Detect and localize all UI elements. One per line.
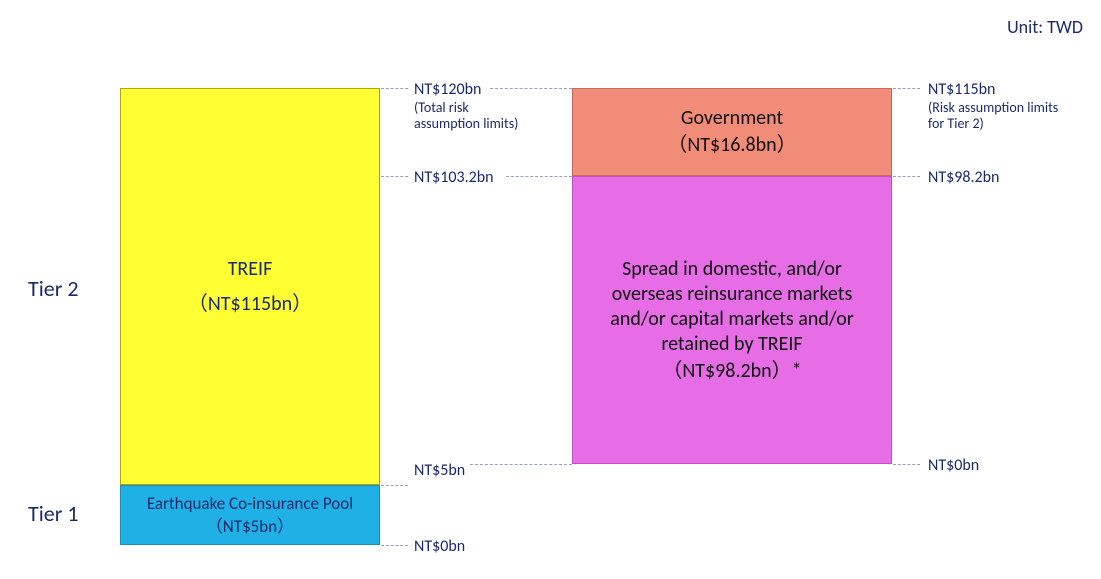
dash-line	[490, 88, 572, 89]
dash-line	[893, 464, 920, 465]
pool-amount: （NT$5bn）	[206, 516, 294, 537]
government-amount: （NT$16.8bn）	[667, 133, 796, 158]
government-block: Government （NT$16.8bn）	[572, 88, 892, 176]
spread-line-1: Spread in domestic, and/or	[622, 257, 842, 282]
dash-line	[381, 88, 408, 89]
unit-label: Unit: TWD	[1007, 16, 1083, 38]
left-tick-0-sub: (Total risk assumption limits)	[414, 100, 518, 132]
dash-line	[470, 464, 572, 465]
spread-block: Spread in domestic, and/or overseas rein…	[572, 176, 892, 464]
tier-2-label: Tier 2	[28, 275, 79, 302]
government-title: Government	[681, 106, 783, 131]
right-tick-2: NT$0bn	[928, 456, 979, 475]
dash-line	[506, 176, 572, 177]
dash-line	[381, 485, 408, 486]
right-tick-0-sub: (Risk assumption limits for Tier 2)	[928, 100, 1058, 132]
treif-block: TREIF （NT$115bn）	[120, 88, 380, 485]
treif-title: TREIF	[228, 257, 273, 282]
spread-line-2: overseas reinsurance markets	[612, 282, 853, 307]
pool-block: Earthquake Co-insurance Pool （NT$5bn）	[120, 485, 380, 545]
dash-line	[893, 176, 920, 177]
dash-line	[381, 545, 408, 546]
spread-amount: （NT$98.2bn）*	[662, 359, 801, 384]
left-tick-2: NT$5bn	[414, 461, 465, 480]
treif-amount: （NT$115bn）	[188, 292, 312, 317]
pool-title: Earthquake Co-insurance Pool	[147, 493, 353, 514]
left-tick-0: NT$120bn	[414, 80, 481, 99]
unit-label-text: Unit: TWD	[1007, 16, 1083, 38]
dash-line	[381, 176, 408, 177]
left-tick-3: NT$0bn	[414, 537, 465, 556]
right-tick-1: NT$98.2bn	[928, 168, 999, 187]
spread-line-4: retained by TREIF	[661, 332, 802, 357]
dash-line	[893, 88, 920, 89]
right-tick-0: NT$115bn	[928, 80, 995, 99]
spread-line-3: and/or capital markets and/or	[610, 307, 854, 332]
left-tick-1: NT$103.2bn	[414, 168, 494, 187]
tier-1-label: Tier 1	[28, 500, 79, 527]
